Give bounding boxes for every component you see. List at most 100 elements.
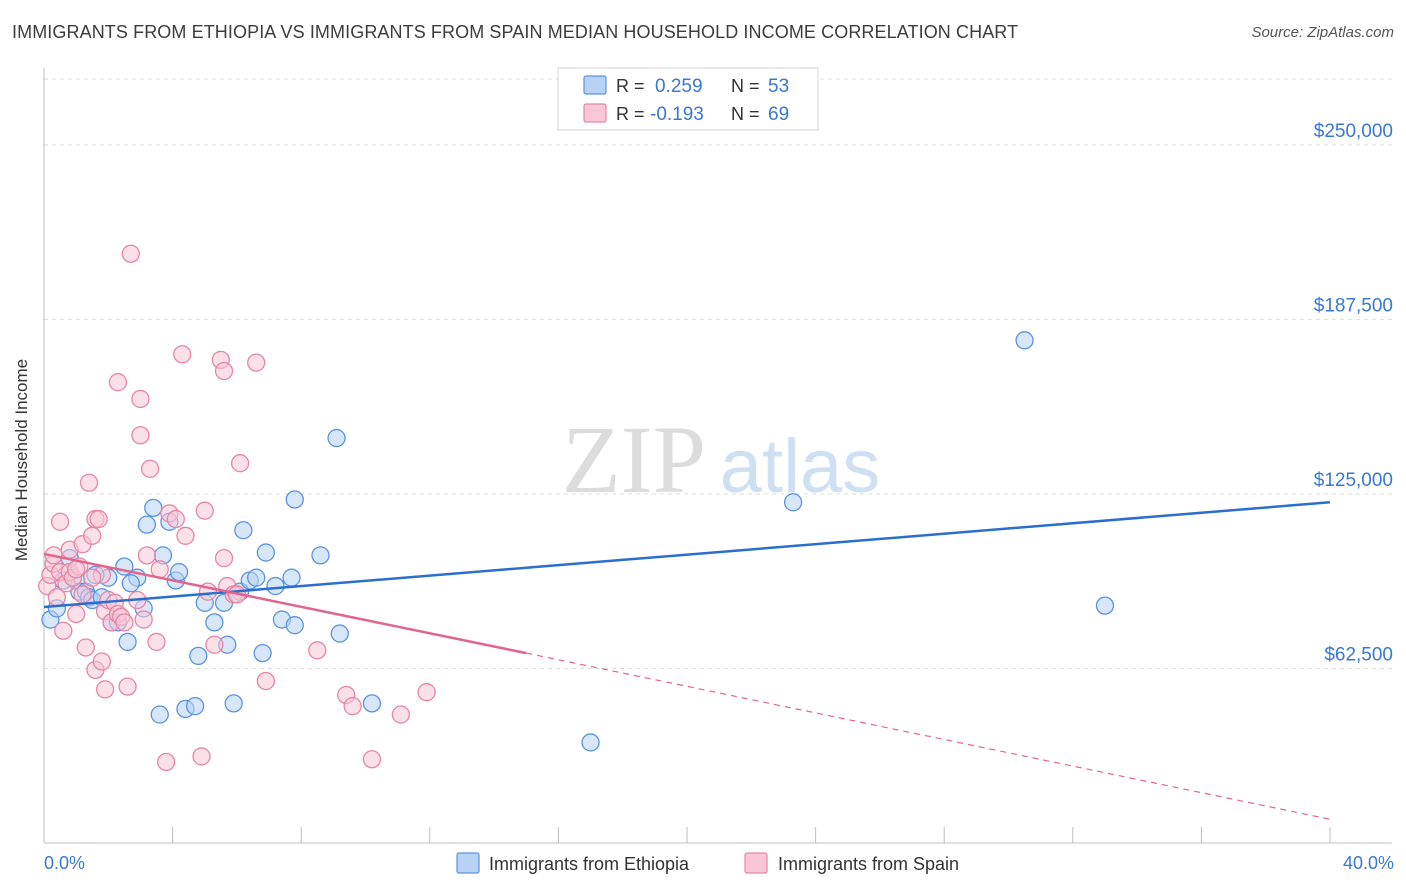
spain-point-45 (173, 345, 192, 364)
spain-point-15 (73, 585, 92, 604)
spain-point-52 (214, 361, 234, 381)
spain-point-62 (343, 697, 362, 716)
ethiopia-point-52 (121, 574, 140, 593)
spain-point-48 (195, 501, 214, 520)
spain-point-38 (134, 610, 153, 629)
bottom-legend-swatch-ethiopia (456, 852, 480, 874)
spain-point-7 (54, 621, 73, 640)
ethiopia-point-35 (247, 568, 266, 587)
ethiopia-point-17 (137, 515, 157, 534)
spain-point-37 (131, 426, 150, 445)
ethiopia-point-47 (581, 733, 600, 752)
bottom-legend-swatch-spain (744, 852, 768, 874)
spain-point-65 (417, 683, 436, 702)
legend-ethiopia-n-label: N = (731, 76, 760, 96)
legend-spain-n-value: 69 (768, 104, 789, 125)
spain-point-32 (115, 613, 134, 632)
ethiopia-point-25 (185, 697, 205, 716)
y-tick-label-0: $62,500 (1324, 644, 1393, 665)
ethiopia-point-42 (285, 490, 304, 509)
ethiopia-point-19 (150, 705, 169, 724)
ethiopia-point-38 (266, 576, 285, 596)
watermark-zip: ZIP (562, 406, 706, 513)
spain-point-25 (95, 680, 115, 699)
ethiopia-point-49 (1015, 331, 1034, 350)
spain-point-34 (121, 244, 140, 263)
spain-point-66 (67, 560, 86, 579)
ethiopia-point-41 (285, 616, 304, 635)
spain-point-41 (147, 632, 166, 652)
spain-point-60 (308, 641, 327, 660)
trend-line-spain (43, 552, 527, 655)
ethiopia-point-36 (253, 643, 272, 663)
y-tick-label-1: $125,000 (1314, 470, 1393, 491)
spain-point-63 (362, 750, 382, 769)
spain-point-53 (214, 548, 234, 568)
ethiopia-point-26 (189, 646, 208, 666)
axes (43, 68, 1392, 844)
spain-point-21 (89, 509, 108, 529)
spain-point-59 (256, 671, 275, 691)
ethiopia-point-18 (144, 498, 163, 518)
spain-point-29 (108, 373, 128, 392)
bottom-legend-label-spain: Immigrants from Spain (778, 854, 959, 874)
spain-point-12 (67, 604, 86, 624)
spain-point-23 (92, 652, 112, 671)
ethiopia-point-37 (256, 543, 275, 562)
ethiopia-point-28 (205, 613, 224, 632)
spain-point-64 (391, 705, 411, 724)
spain-point-40 (140, 459, 160, 478)
spain-point-46 (176, 526, 195, 545)
legend-ethiopia-r-value: 0.259 (655, 76, 703, 97)
spain-point-36 (131, 389, 150, 409)
x-tick-label-max: 40.0% (1343, 853, 1394, 873)
spain-point-58 (247, 353, 266, 372)
ethiopia-point-48 (783, 493, 803, 512)
ethiopia-point-14 (118, 632, 137, 652)
trend-line-ethiopia (43, 501, 1331, 609)
spain-point-44 (166, 509, 185, 529)
spain-point-18 (83, 526, 102, 545)
spain-point-39 (137, 546, 157, 565)
series-ethiopia-points (41, 331, 1115, 752)
watermark-atlas: atlas (720, 424, 881, 509)
spain-point-68 (83, 568, 102, 587)
trend-line-spain-extrapolated (526, 652, 1331, 820)
series-spain-points (38, 244, 436, 772)
ethiopia-point-43 (311, 546, 330, 565)
spain-point-42 (157, 752, 176, 772)
spain-point-16 (76, 638, 95, 657)
spain-point-57 (230, 454, 250, 473)
ethiopia-point-50 (1095, 596, 1115, 615)
legend-spain-r-value: -0.193 (650, 104, 704, 125)
y-tick-label-3: $250,000 (1314, 121, 1393, 142)
ethiopia-point-44 (327, 428, 346, 448)
bottom-legend-label-ethiopia: Immigrants from Ethiopia (489, 854, 690, 874)
ethiopia-point-23 (169, 562, 189, 582)
spain-point-33 (118, 677, 137, 696)
ethiopia-point-33 (234, 521, 253, 540)
spain-point-6 (50, 512, 70, 531)
ethiopia-point-40 (282, 568, 301, 587)
ethiopia-point-46 (362, 694, 382, 713)
chart-title: IMMIGRANTS FROM ETHIOPIA VS IMMIGRANTS F… (12, 22, 1019, 42)
x-tick-label-min: 0.0% (44, 853, 85, 873)
trend-lines (43, 501, 1331, 820)
legend-spain-r-label: R = (616, 104, 645, 124)
grid-lines: $62,500 $125,000 $187,500 $250,000 (44, 78, 1393, 669)
spain-point-47 (192, 747, 211, 766)
spain-point-17 (79, 473, 99, 492)
spain-point-50 (205, 635, 224, 654)
ethiopia-point-31 (224, 694, 243, 713)
legend-ethiopia-r-label: R = (616, 76, 645, 96)
stats-legend: R = 0.259 N = 53 R = -0.193 N = 69 (557, 67, 819, 131)
bottom-legend: Immigrants from Ethiopia Immigrants from… (456, 852, 959, 874)
source-label: Source: ZipAtlas.com (1251, 24, 1394, 41)
legend-swatch-spain (583, 103, 607, 123)
legend-spain-n-label: N = (731, 104, 760, 124)
legend-swatch-ethiopia (583, 75, 607, 95)
legend-ethiopia-n-value: 53 (768, 76, 789, 97)
y-tick-label-2: $187,500 (1314, 295, 1393, 316)
ethiopia-point-45 (330, 624, 349, 643)
